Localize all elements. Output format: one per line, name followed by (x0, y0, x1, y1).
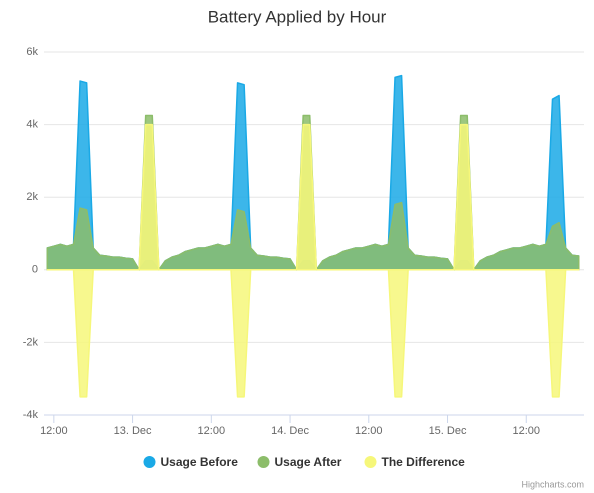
legend-marker (364, 456, 377, 468)
legend-label[interactable]: The Difference (382, 455, 466, 469)
y-tick-label: 6k (26, 46, 38, 58)
y-tick-label: -2k (23, 336, 39, 348)
legend-label[interactable]: Usage Before (161, 455, 239, 469)
x-tick-label: 12:00 (40, 425, 68, 437)
x-tick-label: 12:00 (198, 425, 226, 437)
legend-marker (143, 456, 156, 468)
y-tick-label: 4k (26, 119, 38, 131)
x-tick-label: 15. Dec (429, 425, 467, 437)
x-tick-label: 13. Dec (114, 425, 152, 437)
y-tick-label: 0 (32, 264, 38, 276)
y-tick-label: 2k (26, 191, 38, 203)
x-tick-label: 14. Dec (271, 425, 309, 437)
x-tick-label: 12:00 (512, 425, 540, 437)
y-tick-label: -4k (23, 409, 39, 421)
legend-label[interactable]: Usage After (275, 455, 342, 469)
x-tick-label: 12:00 (355, 425, 383, 437)
legend-marker (257, 456, 270, 468)
credits[interactable]: Highcharts.com (521, 479, 584, 489)
area-series (46, 123, 580, 398)
chart-title: Battery Applied by Hour (208, 7, 387, 26)
